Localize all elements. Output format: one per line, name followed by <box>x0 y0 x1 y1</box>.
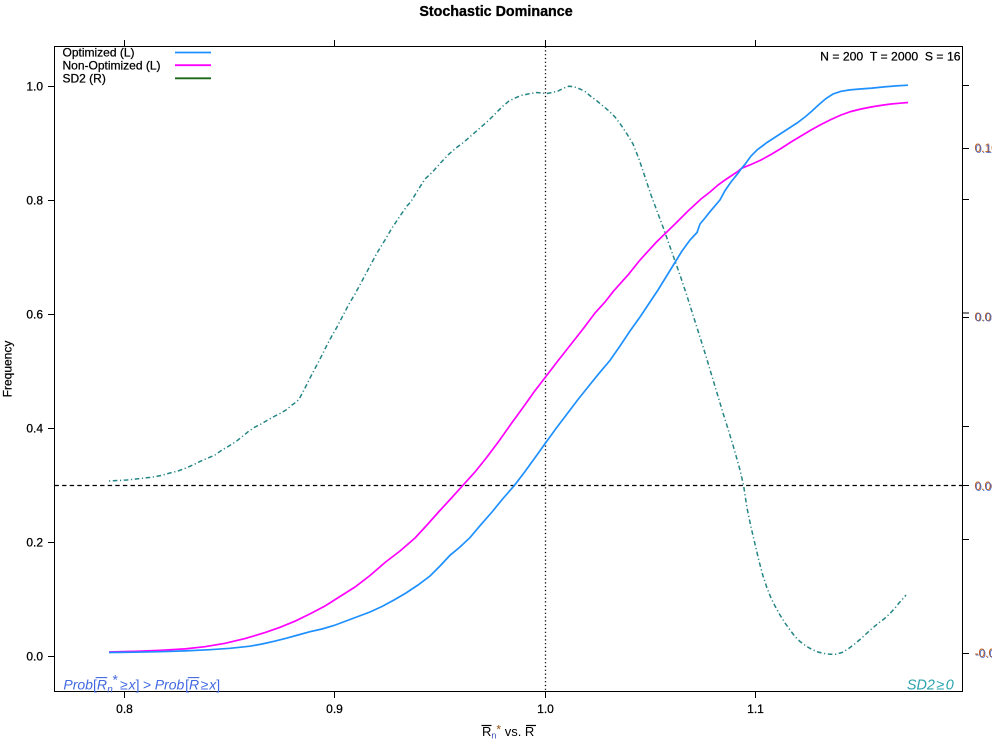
svg-text:1.1: 1.1 <box>747 702 764 716</box>
svg-text:Prob: Prob <box>155 677 185 693</box>
svg-text:N = 200 T = 2000 S = 16: N = 200 T = 2000 S = 16 <box>820 50 961 64</box>
svg-text:1.0: 1.0 <box>537 702 554 716</box>
svg-text:0: 0 <box>946 678 954 694</box>
svg-text:Non-Optimized (L): Non-Optimized (L) <box>63 58 161 72</box>
svg-text:0.0: 0.0 <box>26 650 43 664</box>
svg-text:0.9: 0.9 <box>326 702 343 716</box>
svg-text:1.0: 1.0 <box>26 80 43 94</box>
svg-text:0.6: 0.6 <box>26 308 43 322</box>
svg-text:SD2: SD2 <box>907 678 935 694</box>
svg-text:Frequency: Frequency <box>1 341 15 398</box>
svg-text:*: * <box>113 672 119 688</box>
svg-text:0.8: 0.8 <box>116 702 133 716</box>
svg-text:≥: ≥ <box>936 678 944 694</box>
svg-text:-0.0: -0.0 <box>975 647 992 661</box>
svg-text:SD2 (R): SD2 (R) <box>63 72 106 86</box>
svg-text:0.00: 0.00 <box>975 480 992 494</box>
svg-text:>: > <box>143 677 151 693</box>
svg-text:Prob: Prob <box>63 677 93 693</box>
svg-text:0.10: 0.10 <box>975 142 992 156</box>
svg-text:R: R <box>189 677 199 693</box>
svg-text:]: ] <box>136 677 140 693</box>
svg-text:0.4: 0.4 <box>26 422 43 436</box>
svg-text:Stochastic Dominance: Stochastic Dominance <box>419 4 572 20</box>
svg-text:≥: ≥ <box>120 677 128 693</box>
svg-text:0.8: 0.8 <box>26 194 43 208</box>
svg-text:]: ] <box>216 677 220 693</box>
svg-text:0.2: 0.2 <box>26 536 43 550</box>
svg-text:≥: ≥ <box>201 677 209 693</box>
svg-text:0.05: 0.05 <box>975 311 992 325</box>
svg-text:R: R <box>97 677 107 693</box>
